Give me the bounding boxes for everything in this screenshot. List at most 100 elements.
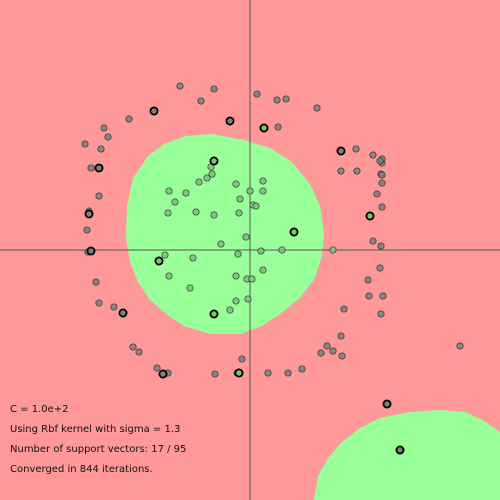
data-point-class-neg	[259, 187, 267, 195]
support-vector-point	[158, 369, 168, 379]
data-point-class-neg	[208, 170, 216, 178]
data-point-class-pos	[129, 343, 137, 351]
data-point-class-pos	[379, 292, 387, 300]
data-point-class-pos	[352, 145, 360, 153]
support-vector-point	[365, 211, 375, 221]
support-vector-point	[382, 399, 392, 409]
data-point-class-pos	[87, 164, 95, 172]
data-point-class-pos	[197, 97, 205, 105]
data-point-class-neg	[192, 208, 200, 216]
data-point-class-pos	[353, 167, 361, 175]
data-point-class-pos	[238, 355, 246, 363]
support-vector-point	[289, 227, 299, 237]
data-point-class-pos	[97, 145, 105, 153]
data-point-class-pos	[378, 203, 386, 211]
data-point-class-pos	[104, 133, 112, 141]
data-points	[81, 82, 464, 455]
data-point-class-neg	[278, 246, 286, 254]
support-vector-point	[395, 445, 405, 455]
data-point-class-pos	[135, 348, 143, 356]
data-point-class-pos	[264, 369, 272, 377]
data-point-class-pos	[365, 292, 373, 300]
data-point-class-neg	[246, 187, 254, 195]
support-vector-point	[86, 246, 96, 256]
data-point-class-neg	[235, 209, 243, 217]
data-point-class-neg	[182, 189, 190, 197]
data-point-class-neg	[248, 275, 256, 283]
data-point-class-pos	[373, 190, 381, 198]
data-point-class-pos	[317, 349, 325, 357]
data-point-class-pos	[95, 192, 103, 200]
data-point-class-pos	[176, 82, 184, 90]
data-point-class-neg	[232, 297, 240, 305]
data-point-class-pos	[313, 104, 321, 112]
data-point-class-pos	[110, 303, 118, 311]
data-point-class-neg	[164, 209, 172, 217]
data-point-class-neg	[165, 187, 173, 195]
data-point-class-pos	[125, 115, 133, 123]
data-point-class-pos	[376, 157, 384, 165]
support-vectors-label: Number of support vectors: 17 / 95	[10, 444, 187, 455]
data-point-class-pos	[210, 85, 218, 93]
data-point-class-pos	[273, 96, 281, 104]
decision-regions	[126, 134, 500, 500]
data-point-class-neg	[259, 266, 267, 274]
data-point-class-pos	[100, 124, 108, 132]
data-point-class-neg	[252, 202, 260, 210]
support-vector-point	[84, 209, 94, 219]
data-point-class-pos	[274, 123, 282, 131]
support-vector-point	[94, 163, 104, 173]
data-point-class-pos	[377, 242, 385, 250]
data-point-class-pos	[378, 171, 386, 179]
data-point-class-pos	[337, 332, 345, 340]
support-vector-point	[118, 308, 128, 318]
support-vector-point	[225, 116, 235, 126]
data-point-class-neg	[259, 177, 267, 185]
data-point-class-pos	[369, 237, 377, 245]
support-vector-point	[209, 156, 219, 166]
data-point-class-pos	[369, 151, 377, 159]
data-point-class-neg	[242, 233, 250, 241]
data-point-class-pos	[338, 352, 346, 360]
info-panel: C = 1.0e+2 Using Rbf kernel with sigma =…	[10, 400, 186, 480]
data-point-class-neg	[257, 247, 265, 255]
data-point-class-neg	[165, 272, 173, 280]
data-point-class-neg	[236, 195, 244, 203]
data-point-class-neg	[232, 180, 240, 188]
regularization-label: C = 1.0e+2	[10, 404, 69, 415]
data-point-class-neg	[186, 284, 194, 292]
data-point-class-pos	[329, 347, 337, 355]
support-vector-point	[259, 123, 269, 133]
data-point-class-pos	[153, 364, 161, 372]
data-point-class-neg	[189, 254, 197, 262]
data-point-class-pos	[83, 226, 91, 234]
data-point-class-pos	[376, 264, 384, 272]
data-point-class-pos	[298, 365, 306, 373]
data-point-class-neg	[244, 295, 252, 303]
data-point-class-pos	[211, 370, 219, 378]
data-point-class-neg	[195, 178, 203, 186]
data-point-class-pos	[284, 369, 292, 377]
data-point-class-pos	[92, 278, 100, 286]
support-vector-point	[209, 309, 219, 319]
data-point-class-pos	[364, 276, 372, 284]
data-point-class-neg	[232, 272, 240, 280]
data-point-class-pos	[377, 310, 385, 318]
support-vector-point	[336, 146, 346, 156]
data-point-class-neg	[171, 198, 179, 206]
data-point-class-pos	[282, 95, 290, 103]
central-decision-region	[126, 134, 324, 334]
data-point-class-pos	[323, 342, 331, 350]
support-vector-point	[154, 256, 164, 266]
support-vector-point	[234, 368, 244, 378]
kernel-label: Using Rbf kernel with sigma = 1.3	[10, 424, 181, 435]
data-point-class-pos	[253, 90, 261, 98]
data-point-class-neg	[210, 211, 218, 219]
data-point-class-pos	[378, 179, 386, 187]
support-vector-point	[149, 106, 159, 116]
data-point-class-neg	[329, 246, 337, 254]
corner-decision-region	[314, 410, 500, 500]
data-point-class-pos	[95, 299, 103, 307]
